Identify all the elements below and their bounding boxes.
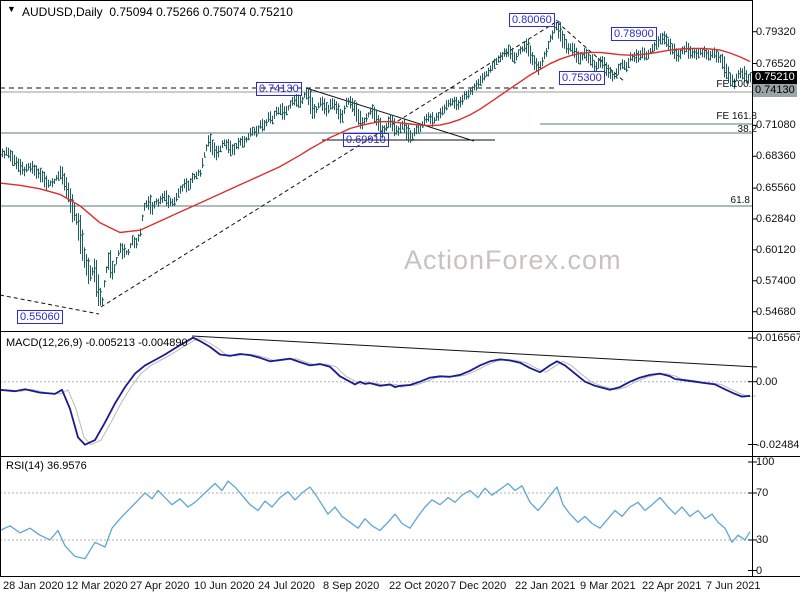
rsi-axis-label: 30	[756, 534, 769, 546]
price-axis-label: 0.68360	[756, 150, 796, 163]
rsi-axis-label: 100	[756, 456, 775, 468]
macd-axis-label: 0.016567	[756, 332, 800, 344]
date-label: 22 Oct 2020	[389, 580, 449, 592]
date-label: 28 Jan 2020	[3, 580, 64, 592]
rsi-indicator-label: RSI(14) 36.9576	[6, 460, 87, 472]
annotation-low-0.55060[interactable]: 0.55060	[17, 310, 63, 324]
macd-trendline	[191, 335, 758, 368]
price-axis-label: 0.79320	[756, 25, 796, 38]
annotation-low-0.75300[interactable]: 0.75300	[559, 71, 605, 85]
macd-signal-line	[5, 337, 757, 446]
macd-axis-label: 0.00	[756, 375, 778, 388]
annotation-connector	[661, 33, 670, 39]
macd-indicator-label: MACD(12,26,9) -0.005213 -0.004890	[6, 337, 188, 349]
macd-axis-label: -0.02484	[756, 438, 800, 451]
symbol-label: AUDUSD,Daily	[22, 5, 103, 19]
fib-label-61.8: 61.8	[730, 195, 750, 206]
fib-label-fe-100: FE 100.0	[716, 79, 757, 90]
chart-header: AUDUSD,Daily 0.75094 0.75266 0.75074 0.7…	[22, 5, 293, 19]
date-label: 10 Jun 2020	[194, 580, 255, 592]
date-label: 9 Mar 2021	[580, 580, 636, 592]
fib-label-fe-161: FE 161.8	[716, 111, 757, 122]
annotation-high-0.74130[interactable]: 0.74130	[256, 82, 302, 96]
moving-average-line	[0, 47, 751, 234]
annotation-high-0.78900[interactable]: 0.78900	[611, 27, 657, 41]
watermark: ActionForex.com	[404, 245, 622, 275]
price-axis-label: 0.60120	[756, 243, 796, 256]
price-axis-label: 0.65560	[756, 182, 796, 195]
rising-dashed-trendline	[100, 21, 557, 308]
date-label: 22 Apr 2021	[642, 580, 702, 592]
price-axis-label: 0.71080	[756, 119, 796, 132]
rsi-axis-label: 0	[756, 564, 763, 577]
date-label: 12 Mar 2020	[66, 580, 128, 592]
price-bars	[0, 21, 753, 306]
symbol-dropdown-icon[interactable]: ▼	[7, 4, 16, 14]
current-price-tag: 0.75210	[753, 71, 797, 84]
rsi-line	[0, 480, 751, 560]
rsi-axis-label: 70	[756, 487, 769, 499]
annotation-low-0.69910[interactable]: 0.69910	[343, 133, 389, 147]
annotation-connector	[555, 19, 562, 24]
annotation-high-0.80060[interactable]: 0.80060	[509, 13, 555, 27]
ohlc-values: 0.75094 0.75266 0.75074 0.75210	[109, 5, 293, 19]
date-label: 27 Apr 2020	[130, 580, 190, 592]
price-axis-label: 0.57400	[756, 274, 796, 287]
price-axis-label: 0.76520	[756, 57, 796, 70]
fib-label-38.2: 38.2	[737, 124, 757, 135]
date-label: 7 Jun 2021	[706, 580, 761, 592]
marked-level-tag: 0.74130	[753, 84, 797, 97]
date-label: 7 Dec 2020	[450, 580, 507, 592]
macd-main-line	[0, 336, 751, 446]
date-label: 8 Sep 2020	[323, 580, 380, 592]
date-label: 22 Jan 2021	[515, 580, 576, 592]
price-axis-label: 0.54680	[756, 305, 796, 318]
date-label: 24 Jul 2020	[258, 580, 315, 592]
falling-dashed-trendline-left	[0, 294, 100, 315]
price-axis-label: 0.62840	[756, 212, 796, 225]
